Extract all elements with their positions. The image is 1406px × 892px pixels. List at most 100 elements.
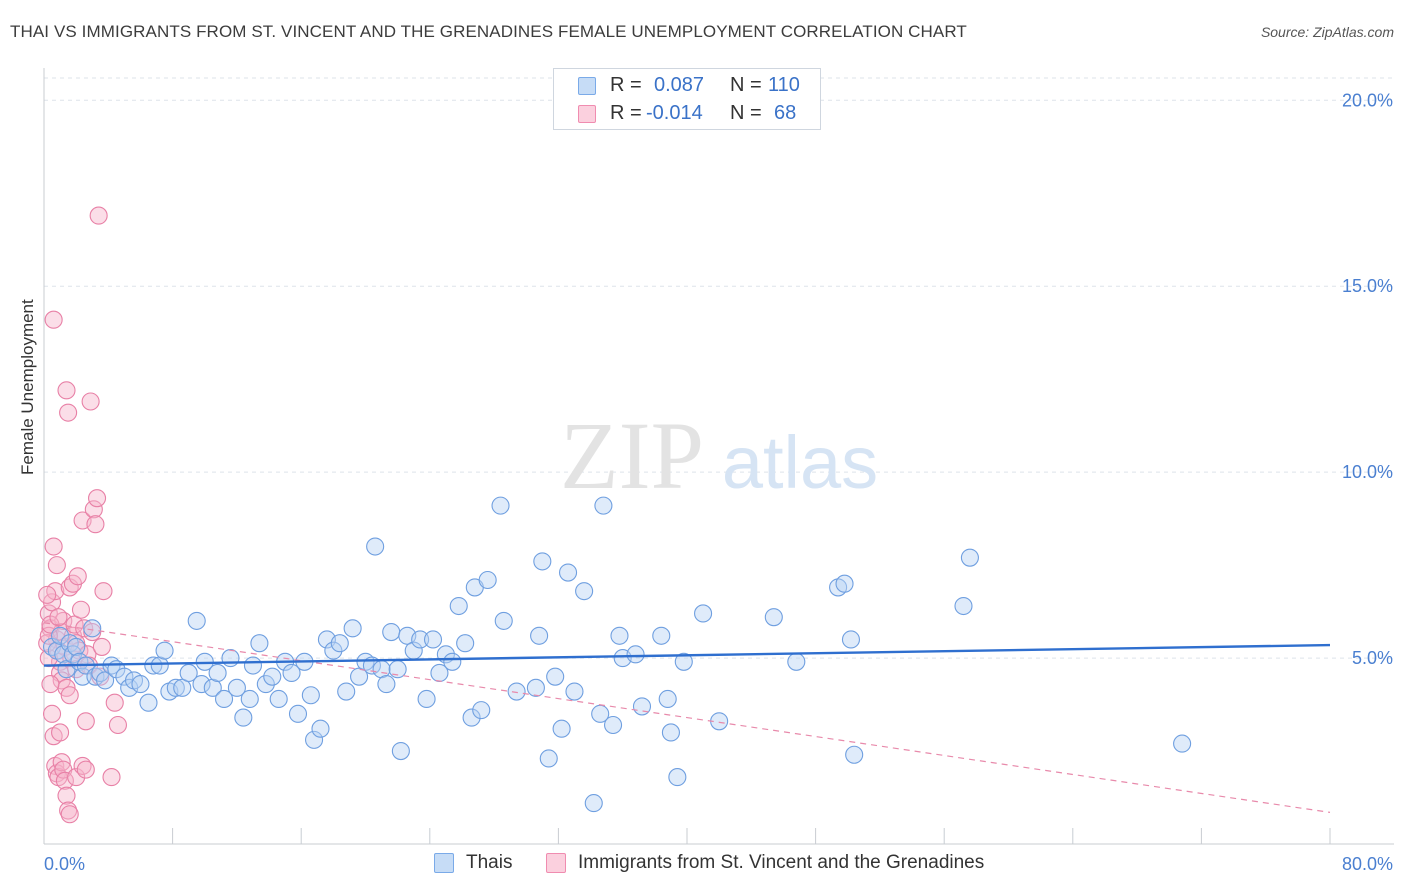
correlation-legend: R = 0.087 N = 110 R = -0.014 N = 68 — [553, 68, 821, 130]
thais-point — [343, 619, 362, 638]
svg-point — [49, 608, 68, 627]
thais-point — [256, 675, 275, 694]
thais-point — [391, 741, 410, 761]
thais-point — [552, 719, 571, 738]
thais-point — [632, 697, 652, 716]
thais-point — [144, 656, 163, 675]
x-tick-label-max: 80.0% — [1342, 854, 1393, 874]
thais-n-value: 110 — [768, 74, 800, 96]
thais-point — [565, 682, 584, 701]
legend-svg-label: Immigrants from St. Vincent and the Gren… — [578, 852, 985, 873]
svg-point — [55, 771, 74, 790]
watermark: ZIP atlas — [560, 402, 878, 509]
svg-r-value: -0.014 — [646, 102, 703, 124]
axes — [43, 68, 1394, 845]
thais-point — [139, 693, 158, 712]
thais-trend-line — [43, 643, 1331, 667]
svg-point — [94, 582, 113, 601]
source-label: Source: ZipAtlas.com — [1260, 24, 1394, 40]
thais-point — [507, 682, 526, 701]
svg-point — [67, 768, 86, 787]
thais-point — [526, 678, 545, 697]
tick-labels: 5.0% 10.0% 15.0% 20.0% 0.0% 80.0% — [44, 90, 1393, 874]
svg-point — [65, 615, 84, 634]
thais-r-label: R = — [610, 74, 642, 96]
y-tick-label: 20.0% — [1342, 90, 1393, 110]
thais-point — [472, 701, 491, 720]
thais-point — [250, 634, 269, 653]
svg-point — [60, 805, 79, 824]
grid-lines — [44, 77, 1394, 659]
thais-point — [269, 689, 288, 709]
legend-svg-swatch — [546, 853, 566, 873]
legend-thais-label: Thais — [466, 852, 513, 873]
thais-point — [282, 663, 301, 683]
thais-point — [835, 574, 854, 593]
x-tick-label-min: 0.0% — [44, 854, 85, 874]
thais-point — [494, 611, 513, 630]
thais-point — [411, 630, 430, 649]
thais-point — [423, 630, 443, 649]
thais-point — [575, 582, 594, 601]
thais-point — [366, 537, 385, 556]
svg-point — [105, 693, 124, 712]
thais-point — [533, 552, 552, 571]
thais-point — [83, 619, 102, 638]
svg-n-label: N = — [730, 102, 762, 124]
legend-item-svg[interactable]: Immigrants from St. Vincent and the Gren… — [546, 852, 984, 874]
thais-point — [594, 496, 613, 515]
svg-point — [44, 537, 63, 556]
thais-point — [173, 678, 192, 697]
thais-point — [305, 730, 324, 749]
y-tick-label: 15.0% — [1342, 276, 1393, 296]
thais-point — [417, 689, 436, 709]
thais-point — [263, 667, 282, 686]
thais-point — [456, 634, 475, 653]
thais-point — [179, 663, 198, 683]
thais-point — [546, 667, 565, 686]
thais-point — [443, 652, 462, 671]
thais-point — [187, 611, 206, 630]
thais-point — [208, 663, 227, 683]
thais-point — [166, 678, 185, 697]
svg-point — [57, 786, 76, 805]
svg-point — [60, 686, 79, 705]
thais-point — [462, 708, 481, 727]
thais-point — [787, 652, 806, 671]
thais-point — [539, 749, 558, 768]
thais-point — [530, 626, 549, 645]
y-axis-label: Female Unemployment — [18, 299, 37, 475]
thais-point — [155, 641, 174, 660]
thais-point — [243, 656, 263, 675]
thais-swatch — [578, 77, 596, 95]
svg-point — [76, 760, 95, 779]
thais-n-label: N = — [730, 74, 762, 96]
thais-point — [301, 686, 320, 705]
svg-point — [86, 515, 105, 534]
svg-point — [42, 704, 62, 723]
thais-point — [73, 667, 92, 686]
svg-point — [59, 403, 78, 422]
thais-point — [227, 678, 246, 697]
svg-point — [44, 310, 63, 329]
svg-point — [89, 206, 108, 225]
svg-swatch — [578, 105, 596, 123]
thais-point — [661, 723, 680, 742]
thais-point — [192, 675, 211, 694]
legend-item-thais[interactable]: Thais — [434, 852, 512, 874]
svg-point — [51, 723, 70, 742]
svg-point — [108, 715, 127, 735]
thais-r-value: 0.087 — [654, 74, 705, 96]
thais-point — [131, 675, 150, 694]
thais-point — [845, 745, 864, 764]
svg-point — [39, 604, 58, 623]
thais-point — [377, 675, 396, 694]
thais-point — [330, 634, 349, 653]
thais-point — [324, 641, 343, 660]
thais-point — [558, 563, 578, 582]
thais-point — [67, 637, 86, 656]
thais-point — [610, 626, 629, 645]
series-svg-points — [38, 206, 127, 824]
thais-point — [584, 794, 603, 813]
chart-title: THAI VS IMMIGRANTS FROM ST. VINCENT AND … — [10, 22, 967, 41]
